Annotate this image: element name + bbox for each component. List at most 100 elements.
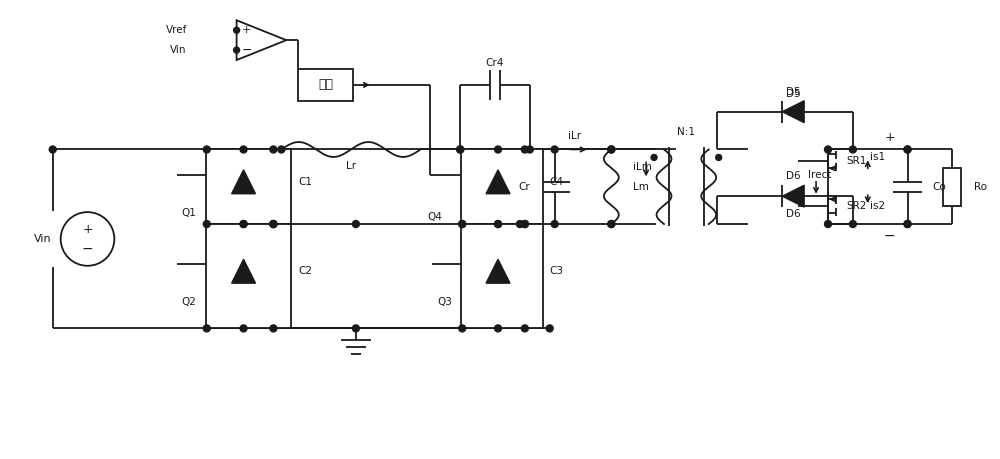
Circle shape [459,325,466,332]
Circle shape [521,146,528,153]
Circle shape [904,146,911,153]
Polygon shape [486,259,510,283]
Circle shape [240,221,247,228]
Circle shape [608,221,615,228]
Circle shape [495,221,501,228]
Text: D5: D5 [786,87,801,97]
Circle shape [495,221,501,228]
Text: D3: D3 [518,266,533,276]
Circle shape [516,221,523,228]
Text: C4: C4 [550,177,564,187]
Circle shape [608,146,615,153]
Text: iLm: iLm [633,162,652,173]
Text: D5: D5 [786,89,801,99]
Circle shape [459,221,466,228]
Polygon shape [782,101,804,123]
Circle shape [49,146,56,153]
Circle shape [546,325,553,332]
Circle shape [203,221,210,228]
Text: is1: is1 [870,152,885,162]
Circle shape [234,27,240,33]
Circle shape [495,146,501,153]
Circle shape [240,325,247,332]
Text: D2: D2 [263,266,278,276]
Text: Ro: Ro [974,182,987,192]
Circle shape [608,146,615,153]
Circle shape [716,155,722,161]
Text: C2: C2 [298,266,312,276]
Circle shape [240,146,247,153]
Polygon shape [232,259,255,283]
Bar [461,150,543,224]
Text: is2: is2 [870,201,885,211]
Circle shape [651,155,657,161]
Circle shape [270,325,277,332]
Circle shape [270,221,277,228]
Text: Irect: Irect [808,170,831,180]
Circle shape [904,146,911,153]
Circle shape [203,146,210,153]
Circle shape [240,221,247,228]
Text: Cr: Cr [518,182,530,192]
Bar [298,69,353,101]
Text: Q4: Q4 [427,212,442,222]
Text: SR1: SR1 [846,157,866,167]
Circle shape [551,146,558,153]
Text: Cr4: Cr4 [486,58,504,68]
Text: C1: C1 [298,177,312,187]
Text: C3: C3 [550,266,564,276]
Text: −: − [241,44,252,56]
Circle shape [457,146,464,153]
Circle shape [904,221,911,228]
Bar [461,224,543,328]
Text: N:1: N:1 [677,127,695,137]
Text: +: + [884,131,895,144]
Circle shape [551,221,558,228]
Text: +: + [242,25,251,35]
Text: D1: D1 [263,177,278,187]
Bar [206,150,291,224]
Bar [206,224,291,328]
Text: +: + [82,223,93,235]
Circle shape [521,325,528,332]
Text: Co: Co [932,182,946,192]
Text: D4: D4 [518,177,533,187]
Circle shape [352,221,359,228]
Circle shape [278,146,285,153]
Polygon shape [486,170,510,194]
Text: D6: D6 [786,171,801,181]
Circle shape [849,221,856,228]
Circle shape [825,146,831,153]
Circle shape [849,146,856,153]
Text: Vin: Vin [34,234,52,244]
Text: Vref: Vref [166,25,187,35]
Circle shape [234,47,240,53]
Circle shape [825,221,831,228]
Text: SR2: SR2 [846,201,866,211]
Text: −: − [82,242,93,256]
Text: Q1: Q1 [181,207,196,218]
Polygon shape [782,185,804,207]
Text: 驱动: 驱动 [318,78,333,91]
Text: Lm: Lm [633,182,649,192]
Text: Vin: Vin [170,45,187,55]
Text: Lr: Lr [346,162,356,171]
Circle shape [495,325,501,332]
Polygon shape [232,170,255,194]
Circle shape [270,146,277,153]
Circle shape [203,325,210,332]
Circle shape [270,221,277,228]
Text: iLr: iLr [568,130,581,140]
Circle shape [608,221,615,228]
Text: D6: D6 [786,209,801,219]
Text: −: − [884,229,895,243]
Circle shape [526,146,533,153]
Circle shape [457,146,464,153]
Circle shape [904,221,911,228]
Circle shape [270,221,277,228]
Circle shape [459,221,466,228]
Circle shape [521,221,528,228]
Text: Q3: Q3 [437,297,452,307]
Circle shape [352,325,359,332]
Circle shape [521,221,528,228]
